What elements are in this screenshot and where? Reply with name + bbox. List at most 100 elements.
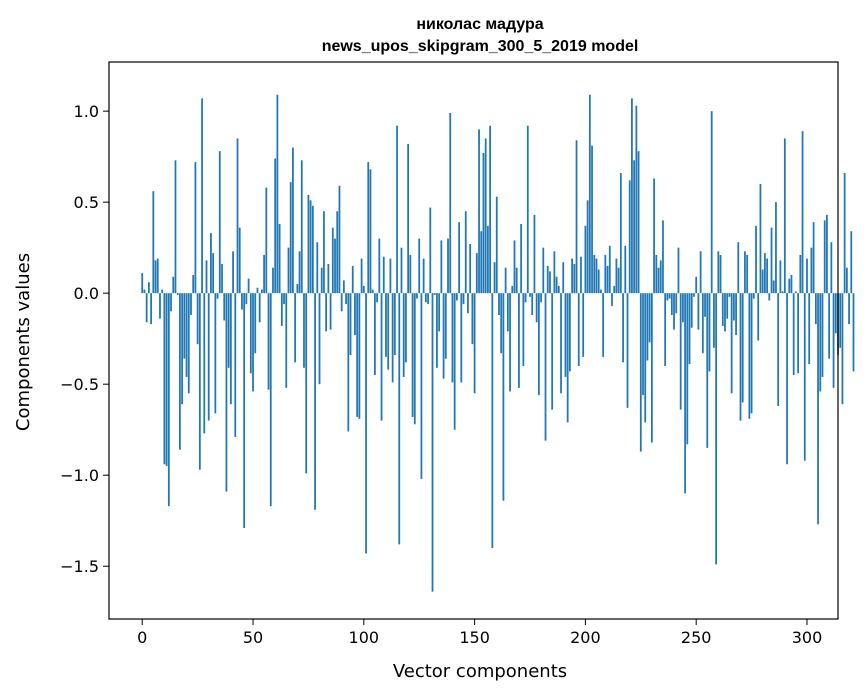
bar: [261, 289, 263, 294]
bar: [766, 258, 768, 294]
bar: [265, 187, 268, 294]
bar: [323, 211, 325, 294]
bar: [345, 293, 347, 305]
bar: [491, 293, 494, 549]
bar: [276, 94, 279, 294]
bar: [294, 293, 297, 363]
bar: [662, 220, 664, 294]
bar: [473, 293, 476, 394]
bar: [584, 225, 587, 294]
bar: [653, 178, 655, 294]
bar: [152, 191, 155, 294]
x-tick-label: 250: [681, 628, 712, 647]
bar: [351, 265, 354, 294]
bar: [839, 293, 842, 348]
bar: [779, 260, 782, 294]
bar: [677, 247, 680, 294]
bar: [190, 293, 192, 316]
bar: [243, 293, 246, 528]
bar: [823, 220, 826, 294]
bar: [176, 293, 179, 295]
bar: [713, 293, 715, 348]
bar: [267, 293, 270, 390]
bar: [396, 125, 398, 294]
bar: [280, 293, 283, 326]
bar: [810, 247, 813, 294]
bar: [183, 293, 186, 359]
bar: [258, 293, 261, 323]
bar: [513, 240, 516, 294]
bar: [803, 293, 806, 461]
bar: [631, 98, 633, 294]
bar: [371, 289, 374, 294]
bar: [489, 125, 491, 294]
bar: [314, 293, 316, 510]
bar: [686, 293, 689, 445]
y-tick-label: 1.0: [74, 102, 99, 121]
bar: [387, 293, 390, 370]
bar: [540, 293, 542, 303]
bar: [170, 293, 172, 312]
bar: [719, 254, 722, 294]
bar: [637, 151, 640, 294]
bar: [185, 293, 188, 377]
bar: [684, 293, 686, 494]
bar: [249, 293, 252, 374]
bar: [708, 293, 711, 372]
bar: [234, 293, 237, 437]
bar: [564, 293, 567, 377]
bar: [781, 291, 784, 294]
bar: [602, 293, 605, 357]
bar: [356, 293, 359, 417]
bar: [633, 160, 636, 294]
bar: [475, 253, 478, 294]
bar: [307, 194, 310, 294]
bar: [626, 293, 629, 408]
bar: [688, 293, 691, 365]
bar: [728, 293, 731, 297]
bar: [657, 267, 660, 294]
bar: [777, 293, 780, 407]
x-tick-label: 50: [243, 628, 263, 647]
bar: [203, 293, 206, 434]
bar: [586, 200, 589, 294]
bar: [143, 289, 146, 294]
bar: [442, 293, 445, 379]
bar: [537, 293, 540, 396]
bar: [682, 293, 684, 323]
bar: [600, 289, 602, 294]
bar: [210, 233, 212, 294]
bar: [715, 293, 718, 565]
bar: [347, 293, 350, 432]
bar: [296, 284, 299, 294]
bar: [529, 293, 531, 297]
bar: [752, 293, 755, 299]
bar: [604, 254, 607, 294]
bar: [775, 202, 777, 294]
bar: [418, 238, 421, 294]
bar: [557, 285, 560, 294]
bar: [163, 293, 166, 465]
bar: [311, 205, 314, 294]
bar: [814, 293, 817, 325]
bar: [161, 289, 164, 294]
bar: [850, 231, 853, 294]
bar: [325, 293, 328, 332]
bar: [471, 293, 474, 345]
bar: [750, 293, 753, 414]
bar: [196, 293, 199, 345]
bar: [416, 293, 418, 299]
bar: [458, 222, 460, 294]
bar: [817, 293, 819, 525]
bar: [642, 293, 644, 396]
bar: [148, 282, 150, 294]
bar: [757, 293, 760, 341]
bar: [487, 225, 489, 294]
bar: [732, 293, 735, 321]
bar: [247, 278, 250, 294]
bar: [566, 293, 569, 423]
bar: [639, 293, 642, 452]
bar: [393, 293, 396, 356]
bar: [553, 251, 556, 294]
